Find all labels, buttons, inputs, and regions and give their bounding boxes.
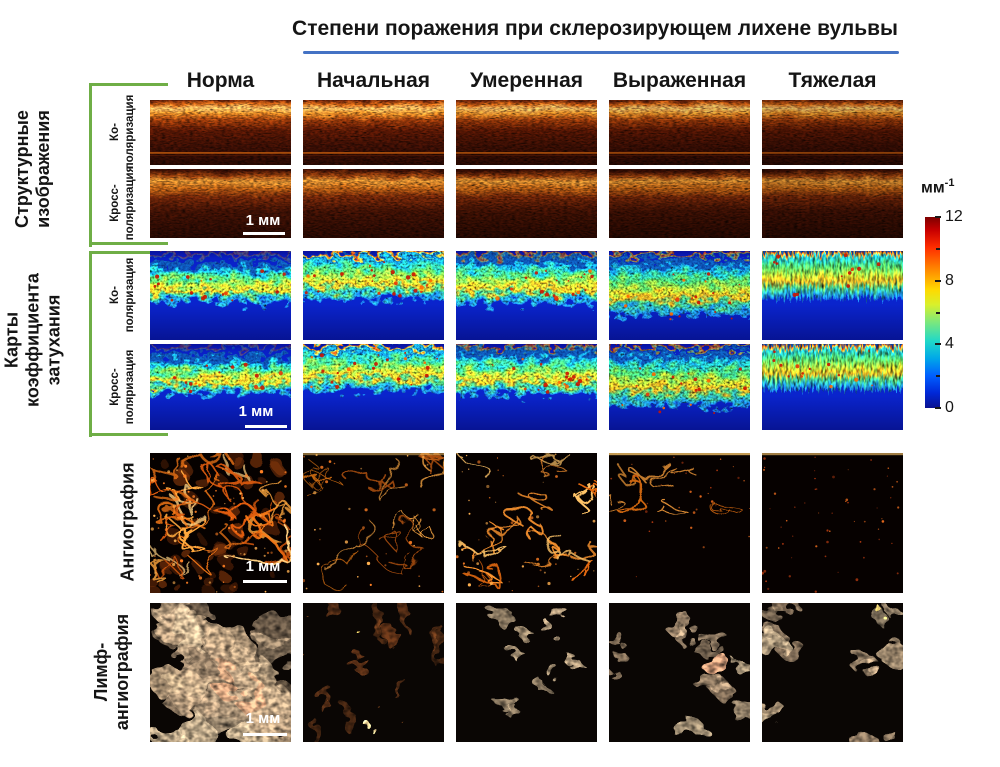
tile-atten-ko-vyrazhennaya (609, 251, 750, 340)
scalebar-label-angio: 1 мм (245, 558, 281, 575)
column-header-nachalnaya: Начальная (316, 69, 431, 92)
tile-struct-ko-tyazhelaya (762, 100, 903, 165)
colorbar-tick-mark (935, 343, 941, 346)
tile-lymph-nachalnaya (303, 603, 444, 742)
column-header-vyrazhennaya: Выраженная (612, 69, 747, 92)
tile-struct-ko-umerennaya (456, 100, 597, 165)
sublabel-struct-ko: Ко-поляризация (109, 94, 136, 170)
scalebar-line-lymph (243, 733, 287, 736)
sublabel-atten-ko: Ко-поляризация (109, 257, 136, 333)
bracket-segment (89, 242, 168, 245)
sublabel-struct-cross: Кросс-поляризация (109, 165, 136, 241)
tile-lymph-norma (150, 603, 291, 742)
tile-atten-ko-norma (150, 251, 291, 340)
tile-angio-tyazhelaya (762, 453, 903, 593)
tile-angio-umerennaya (456, 453, 597, 593)
colorbar-tick-mark (935, 407, 941, 409)
colorbar-tick-mark (935, 279, 941, 282)
tile-atten-cross-tyazhelaya (762, 344, 903, 430)
tile-angio-norma (150, 453, 291, 593)
tile-angio-vyrazhennaya (609, 453, 750, 593)
bracket-segment (89, 83, 92, 247)
bracket-segment (89, 433, 168, 436)
tile-atten-cross-umerennaya (456, 344, 597, 430)
bracket-segment (89, 83, 168, 86)
tile-struct-ko-nachalnaya (303, 100, 444, 165)
colorbar-tick-12: 12 (945, 208, 963, 225)
figure-title: Степени поражения при склерозирующем лих… (292, 17, 898, 40)
tile-struct-cross-tyazhelaya (762, 169, 903, 238)
tile-atten-cross-norma (150, 344, 291, 430)
colorbar-tick-0: 0 (945, 399, 954, 416)
tile-lymph-tyazhelaya (762, 603, 903, 742)
column-header-tyazhelaya: Тяжелая (788, 69, 877, 92)
group-label-lymphangiography: Лимф-ангиография (91, 613, 132, 731)
colorbar-tick-mark (935, 216, 941, 218)
bracket-segment (89, 251, 92, 437)
scalebar-label-struct-cross: 1 мм (245, 212, 281, 229)
scalebar-label-atten-cross: 1 мм (238, 403, 274, 420)
scalebar-line-struct-cross (243, 232, 285, 235)
group-label-angiography: Ангиография (117, 462, 138, 582)
tile-atten-ko-umerennaya (456, 251, 597, 340)
group-label-structural: Структурные изображения (12, 110, 53, 228)
title-underline (303, 51, 899, 54)
column-header-umerennaya: Умеренная (469, 69, 584, 92)
tile-atten-cross-nachalnaya (303, 344, 444, 430)
colorbar-tick-8: 8 (945, 271, 954, 289)
tile-atten-ko-tyazhelaya (762, 251, 903, 340)
sublabel-atten-cross: Кросс-поляризация (109, 349, 136, 425)
tile-angio-nachalnaya (303, 453, 444, 593)
column-header-norma: Норма (186, 69, 255, 92)
tile-lymph-vyrazhennaya (609, 603, 750, 742)
bracket-segment (89, 251, 168, 254)
scalebar-label-lymph: 1 мм (245, 710, 281, 727)
colorbar-minor-tick (936, 311, 940, 314)
tile-struct-ko-norma (150, 100, 291, 165)
tile-struct-ko-vyrazhennaya (609, 100, 750, 165)
scalebar-line-atten-cross (245, 425, 287, 428)
tile-lymph-umerennaya (456, 603, 597, 742)
group-label-attenuation: Карты коэффициента затухания (1, 273, 64, 407)
tile-struct-cross-norma (150, 169, 291, 238)
tile-struct-cross-vyrazhennaya (609, 169, 750, 238)
tile-struct-cross-umerennaya (456, 169, 597, 238)
tile-atten-cross-vyrazhennaya (609, 344, 750, 430)
tile-atten-ko-nachalnaya (303, 251, 444, 340)
colorbar-unit-label: мм-1 (921, 177, 955, 197)
colorbar-minor-tick (936, 247, 940, 250)
scalebar-line-angio (243, 580, 287, 583)
colorbar-tick-4: 4 (945, 335, 954, 353)
colorbar-minor-tick (936, 375, 940, 378)
colorbar-gradient (925, 217, 940, 408)
tile-struct-cross-nachalnaya (303, 169, 444, 238)
